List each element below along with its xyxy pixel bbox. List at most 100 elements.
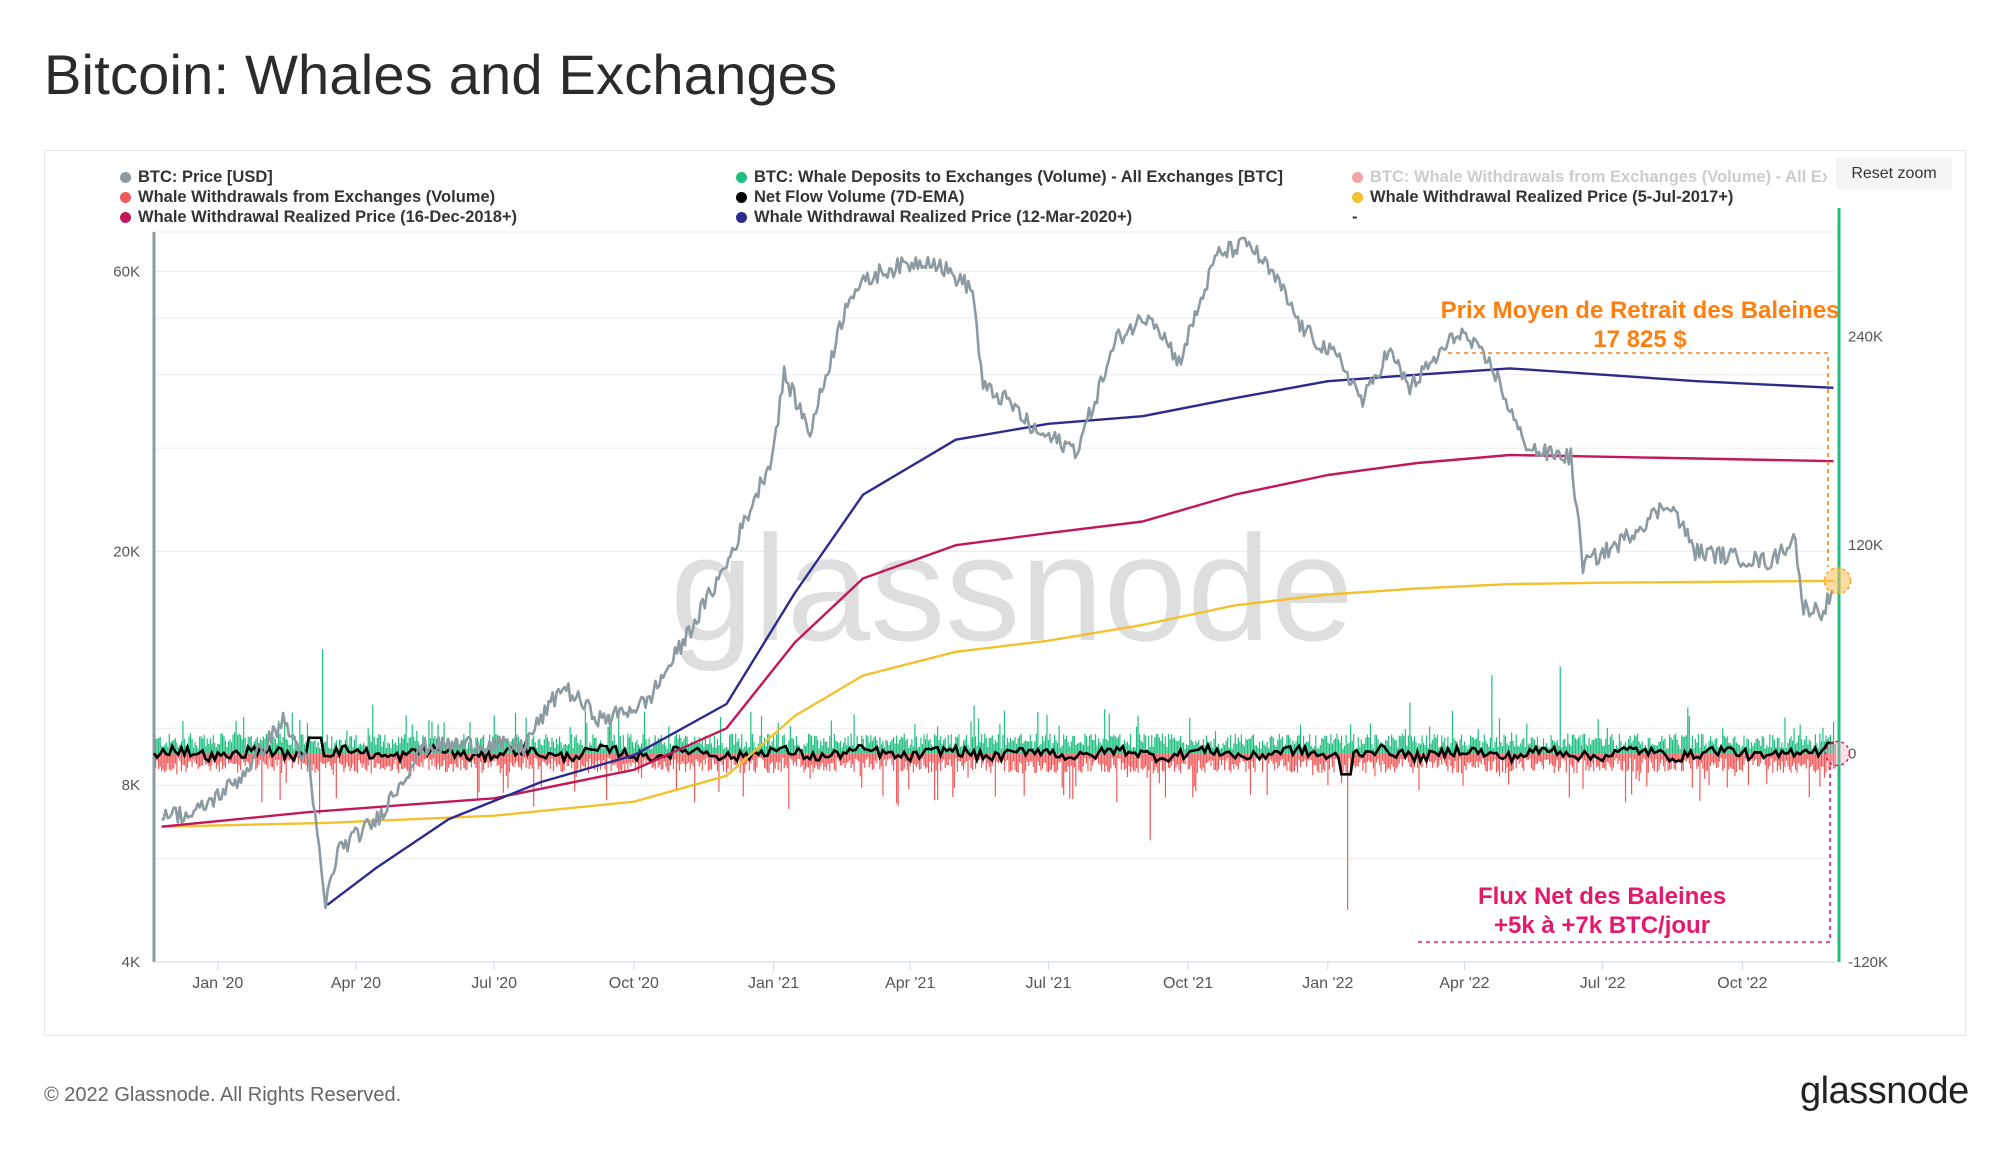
- chart-frame: [44, 150, 1966, 1036]
- legend-item[interactable]: BTC: Whale Deposits to Exchanges (Volume…: [736, 168, 1283, 187]
- withdrawal-bar: [797, 753, 799, 760]
- withdrawal-bar: [1451, 753, 1454, 774]
- deposit-bar: [360, 743, 362, 754]
- deposit-bar: [1495, 737, 1498, 754]
- deposit-bar: [1599, 737, 1601, 754]
- withdrawal-bar: [612, 753, 614, 765]
- withdrawal-bar: [853, 753, 855, 772]
- withdrawal-bar: [1817, 753, 1819, 770]
- withdrawal-bar: [1126, 753, 1129, 778]
- deposit-bar: [1460, 734, 1463, 754]
- deposit-bar: [1776, 738, 1778, 754]
- legend-item[interactable]: Whale Withdrawal Realized Price (12-Mar-…: [736, 208, 1132, 227]
- withdrawal-bar: [1810, 753, 1812, 768]
- deposit-bar: [306, 723, 309, 754]
- withdrawal-bar: [741, 753, 743, 765]
- series-line: [161, 236, 1834, 910]
- deposit-bar: [882, 740, 884, 754]
- deposit-bar: [1139, 734, 1141, 754]
- withdrawal-bar: [1769, 753, 1771, 766]
- reset-zoom-button[interactable]: Reset zoom: [1836, 158, 1952, 190]
- withdrawal-bar: [871, 753, 873, 771]
- deposit-bar: [534, 742, 536, 754]
- withdrawal-bar: [255, 753, 257, 771]
- withdrawal-bar: [1714, 753, 1716, 763]
- withdrawal-bar: [1652, 753, 1654, 769]
- deposit-bar: [240, 735, 242, 754]
- deposit-bar: [1491, 675, 1493, 754]
- deposit-bar: [1477, 729, 1479, 754]
- withdrawal-bar: [452, 753, 454, 772]
- deposit-bar: [1357, 736, 1359, 754]
- y-left-tick-label: 20K: [113, 544, 140, 561]
- legend-item[interactable]: -: [1352, 208, 1358, 227]
- withdrawal-bar: [1536, 753, 1539, 764]
- withdrawal-bar: [751, 753, 753, 760]
- deposit-bar: [291, 712, 293, 754]
- withdrawal-bar: [1293, 753, 1296, 772]
- deposit-bar: [1585, 744, 1587, 754]
- deposit-bar: [1128, 744, 1130, 754]
- deposit-bar: [177, 747, 179, 754]
- withdrawal-bar: [879, 753, 881, 770]
- withdrawal-bar: [458, 753, 460, 759]
- withdrawal-bar: [1462, 753, 1464, 786]
- deposit-bar: [1392, 737, 1394, 754]
- deposit-bar: [1240, 734, 1242, 754]
- deposit-bar: [1173, 737, 1176, 754]
- deposit-bar: [962, 740, 965, 754]
- legend-item[interactable]: Whale Withdrawal Realized Price (16-Dec-…: [120, 208, 517, 227]
- deposit-bar: [1368, 737, 1370, 754]
- deposit-bar: [1199, 747, 1201, 754]
- withdrawal-bar: [516, 753, 518, 761]
- withdrawal-bar: [996, 753, 998, 763]
- withdrawal-bar: [842, 753, 845, 763]
- deposit-bar: [1344, 745, 1346, 754]
- deposit-bar: [637, 744, 640, 754]
- deposit-bar: [1395, 740, 1397, 754]
- deposit-bar: [1063, 734, 1065, 754]
- deposit-bar: [1600, 739, 1602, 754]
- y-right-tick-label: 0: [1848, 745, 1856, 762]
- withdrawal-bar: [1299, 753, 1302, 768]
- deposit-bar: [971, 736, 974, 754]
- legend-item[interactable]: BTC: Price [USD]: [120, 168, 273, 187]
- withdrawal-bar: [1476, 753, 1478, 762]
- legend-marker: [1352, 172, 1363, 183]
- deposit-bar: [1055, 740, 1057, 754]
- deposit-bar: [1252, 734, 1255, 754]
- deposit-bar: [604, 745, 606, 754]
- withdrawal-bar: [683, 753, 685, 765]
- deposit-bar: [1782, 747, 1785, 754]
- withdrawal-bar: [1744, 753, 1747, 759]
- withdrawal-bar: [247, 753, 249, 763]
- legend-item[interactable]: BTC: Whale Withdrawals from Exchanges (V…: [1352, 168, 1827, 187]
- withdrawal-bar: [1117, 753, 1119, 759]
- deposit-bar: [296, 745, 298, 754]
- deposit-bar: [1570, 745, 1572, 754]
- y-right-tick-label: -120K: [1848, 954, 1888, 971]
- withdrawal-bar: [1222, 753, 1224, 760]
- deposit-bar: [633, 747, 635, 754]
- deposit-bar: [807, 733, 810, 754]
- withdrawal-bar: [584, 753, 586, 771]
- withdrawal-bar: [561, 753, 564, 772]
- deposit-bar: [1433, 734, 1435, 754]
- withdrawal-bar: [1795, 753, 1797, 770]
- deposit-bar: [1237, 737, 1239, 754]
- withdrawal-bar: [520, 753, 523, 770]
- withdrawal-bar: [1088, 753, 1091, 760]
- withdrawal-bar: [1380, 753, 1382, 772]
- withdrawal-bar: [800, 753, 802, 767]
- deposit-bar: [1310, 745, 1312, 754]
- deposit-bar: [593, 737, 596, 754]
- deposit-bar: [1517, 745, 1519, 754]
- legend-item[interactable]: Whale Withdrawal Realized Price (5-Jul-2…: [1352, 188, 1733, 207]
- legend-item[interactable]: Net Flow Volume (7D-EMA): [736, 188, 965, 207]
- withdrawal-bar: [1199, 753, 1201, 769]
- deposit-bar: [1322, 738, 1324, 754]
- withdrawal-bar: [1357, 753, 1359, 767]
- legend-item[interactable]: Whale Withdrawals from Exchanges (Volume…: [120, 188, 495, 207]
- deposit-bar: [914, 723, 916, 754]
- withdrawal-bar: [1046, 753, 1048, 772]
